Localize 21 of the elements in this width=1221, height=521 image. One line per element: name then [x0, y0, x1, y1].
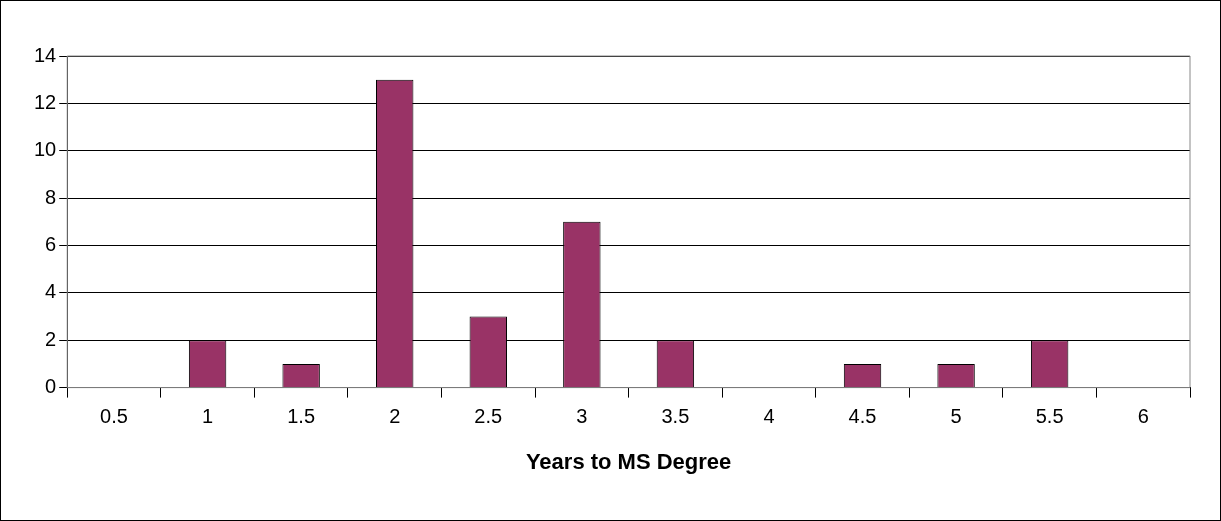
y-tick-label: 12 — [34, 90, 57, 113]
x-tick-label: 2.5 — [474, 405, 503, 428]
x-tick-label: 3.5 — [661, 405, 690, 428]
x-tick-label: 2 — [389, 405, 401, 428]
y-tick-label: 14 — [34, 43, 57, 66]
y-tick-label: 4 — [45, 280, 57, 303]
x-tick-label: 4 — [763, 405, 775, 428]
y-tick-label: 10 — [34, 138, 57, 161]
y-tick-label: 6 — [45, 233, 57, 255]
y-tick-label: 0 — [45, 375, 57, 398]
x-tick-label: 4.5 — [848, 405, 877, 428]
x-axis-title: Years to MS Degree — [525, 448, 732, 474]
x-tick-label: 5.5 — [1035, 405, 1064, 428]
x-tick-label: 3 — [576, 405, 588, 428]
x-tick-label: 5 — [950, 405, 962, 428]
x-tick-label: 6 — [1137, 405, 1149, 428]
x-tick-label: 1.5 — [287, 405, 316, 428]
x-tick-label: 0.5 — [100, 405, 128, 428]
y-tick-label: 2 — [45, 327, 57, 350]
x-tick-label: 1 — [202, 405, 214, 428]
y-tick-label: 8 — [45, 185, 57, 208]
